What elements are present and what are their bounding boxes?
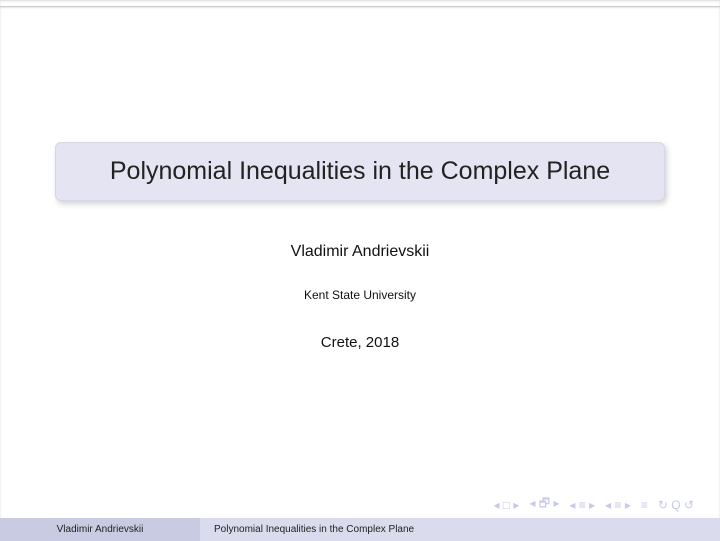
slide-page: Polynomial Inequalities in the Complex P… [0, 0, 720, 541]
nav-next-icon[interactable]: ◂ ≡ ▸ [605, 498, 631, 512]
footer-bar: Vladimir Andrievskii Polynomial Inequali… [0, 518, 720, 541]
nav-first-icon[interactable]: ◂ □ ▸ [493, 498, 519, 512]
nav-section-icon[interactable]: ◂ 🗗 ▸ [529, 494, 559, 515]
title-box: Polynomial Inequalities in the Complex P… [55, 142, 665, 201]
footer-title: Polynomial Inequalities in the Complex P… [200, 518, 720, 541]
nav-reload-icon[interactable]: ↻ Q ↺ [658, 498, 694, 512]
slide-title: Polynomial Inequalities in the Complex P… [76, 157, 644, 186]
footer-author: Vladimir Andrievskii [0, 518, 200, 541]
nav-outline-icon[interactable]: ≡ [641, 498, 648, 512]
top-rule [0, 6, 720, 7]
venue: Crete, 2018 [0, 334, 720, 351]
affiliation: Kent State University [0, 288, 720, 302]
nav-icons: ◂ □ ▸ ◂ 🗗 ▸ ◂ ≡ ▸ ◂ ≡ ▸ ≡ ↻ Q ↺ [493, 494, 694, 515]
nav-prev-icon[interactable]: ◂ ≡ ▸ [569, 498, 595, 512]
author-name: Vladimir Andrievskii [0, 243, 720, 261]
